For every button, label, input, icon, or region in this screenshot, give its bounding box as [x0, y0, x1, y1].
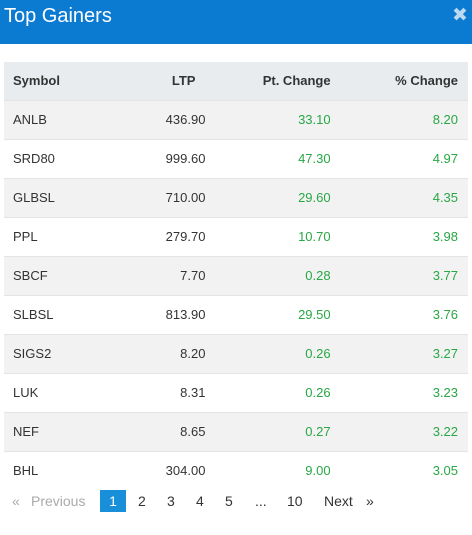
cell-pt-change: 29.60	[205, 177, 341, 217]
cell-symbol[interactable]: NEF	[4, 411, 106, 451]
table-header-row: Symbol LTP Pt. Change % Change	[4, 62, 468, 100]
column-header-pct-change[interactable]: % Change	[395, 73, 458, 89]
cell-pt-change: 47.30	[205, 138, 341, 178]
cell-pct-change: 3.76	[340, 294, 468, 334]
previous-button: Previous	[31, 493, 86, 509]
cell-ltp: 279.70	[105, 216, 206, 256]
table-row[interactable]: LUK 8.31 0.26 3.23	[4, 372, 468, 412]
cell-symbol[interactable]: ANLB	[4, 99, 106, 139]
page-10-button[interactable]: 10	[287, 493, 303, 509]
page-ellipsis: ...	[255, 493, 267, 509]
page-5-button[interactable]: 5	[225, 493, 233, 509]
page-1-button[interactable]: 1	[100, 490, 126, 512]
table-body: ANLB 436.90 33.10 8.20 SRD80 999.60 47.30 4.97 G…	[4, 99, 468, 490]
column-header-pt-change[interactable]: Pt. Change	[262, 73, 331, 89]
cell-pt-change: 0.26	[205, 372, 341, 412]
close-icon[interactable]: ✖	[452, 5, 468, 26]
top-gainers-table-container: Symbol LTP Pt. Change % Change ANLB 436.9…	[4, 62, 468, 490]
column-header-symbol[interactable]: Symbol	[13, 73, 60, 89]
table-row[interactable]: BHL 304.00 9.00 3.05	[4, 450, 468, 490]
cell-symbol[interactable]: BHL	[4, 450, 106, 490]
next-double-chevron-icon[interactable]: »	[366, 493, 374, 509]
cell-ltp: 436.90	[105, 99, 206, 139]
cell-symbol[interactable]: SIGS2	[4, 333, 106, 373]
cell-ltp: 813.90	[105, 294, 206, 334]
cell-pt-change: 0.26	[205, 333, 341, 373]
page-4-button[interactable]: 4	[196, 493, 204, 509]
table-row[interactable]: SIGS2 8.20 0.26 3.27	[4, 333, 468, 373]
table-row[interactable]: NEF 8.65 0.27 3.22	[4, 411, 468, 451]
table-row[interactable]: PPL 279.70 10.70 3.98	[4, 216, 468, 256]
page-3-button[interactable]: 3	[167, 493, 175, 509]
cell-pt-change: 0.28	[205, 255, 341, 295]
cell-ltp: 8.31	[105, 372, 206, 412]
cell-pt-change: 10.70	[205, 216, 341, 256]
modal-header: Top Gainers ✖	[0, 0, 472, 44]
table-row[interactable]: SRD80 999.60 47.30 4.97	[4, 138, 468, 178]
cell-ltp: 7.70	[105, 255, 206, 295]
previous-double-chevron-icon: «	[12, 493, 20, 509]
cell-pt-change: 29.50	[205, 294, 341, 334]
cell-pct-change: 3.23	[340, 372, 468, 412]
cell-ltp: 304.00	[105, 450, 206, 490]
cell-symbol[interactable]: PPL	[4, 216, 106, 256]
top-gainers-table: Symbol LTP Pt. Change % Change ANLB 436.9…	[4, 62, 468, 490]
cell-pct-change: 4.35	[340, 177, 468, 217]
next-button[interactable]: Next	[324, 493, 353, 509]
cell-pct-change: 3.22	[340, 411, 468, 451]
cell-symbol[interactable]: GLBSL	[4, 177, 106, 217]
cell-pct-change: 3.27	[340, 333, 468, 373]
table-row[interactable]: SLBSL 813.90 29.50 3.76	[4, 294, 468, 334]
cell-ltp: 8.20	[105, 333, 206, 373]
cell-symbol[interactable]: SLBSL	[4, 294, 106, 334]
cell-pct-change: 3.77	[340, 255, 468, 295]
cell-pct-change: 8.20	[340, 99, 468, 139]
modal-title: Top Gainers	[4, 5, 112, 27]
cell-pct-change: 3.05	[340, 450, 468, 490]
cell-pct-change: 4.97	[340, 138, 468, 178]
cell-ltp: 999.60	[105, 138, 206, 178]
cell-ltp: 8.65	[105, 411, 206, 451]
cell-symbol[interactable]: SRD80	[4, 138, 106, 178]
cell-symbol[interactable]: LUK	[4, 372, 106, 412]
cell-symbol[interactable]: SBCF	[4, 255, 106, 295]
cell-pct-change: 3.98	[340, 216, 468, 256]
cell-pt-change: 33.10	[205, 99, 341, 139]
table-row[interactable]: SBCF 7.70 0.28 3.77	[4, 255, 468, 295]
page-2-button[interactable]: 2	[138, 493, 146, 509]
column-header-ltp[interactable]: LTP	[171, 73, 196, 89]
table-row[interactable]: ANLB 436.90 33.10 8.20	[4, 99, 468, 139]
cell-pt-change: 9.00	[205, 450, 341, 490]
cell-pt-change: 0.27	[205, 411, 341, 451]
table-row[interactable]: GLBSL 710.00 29.60 4.35	[4, 177, 468, 217]
cell-ltp: 710.00	[105, 177, 206, 217]
